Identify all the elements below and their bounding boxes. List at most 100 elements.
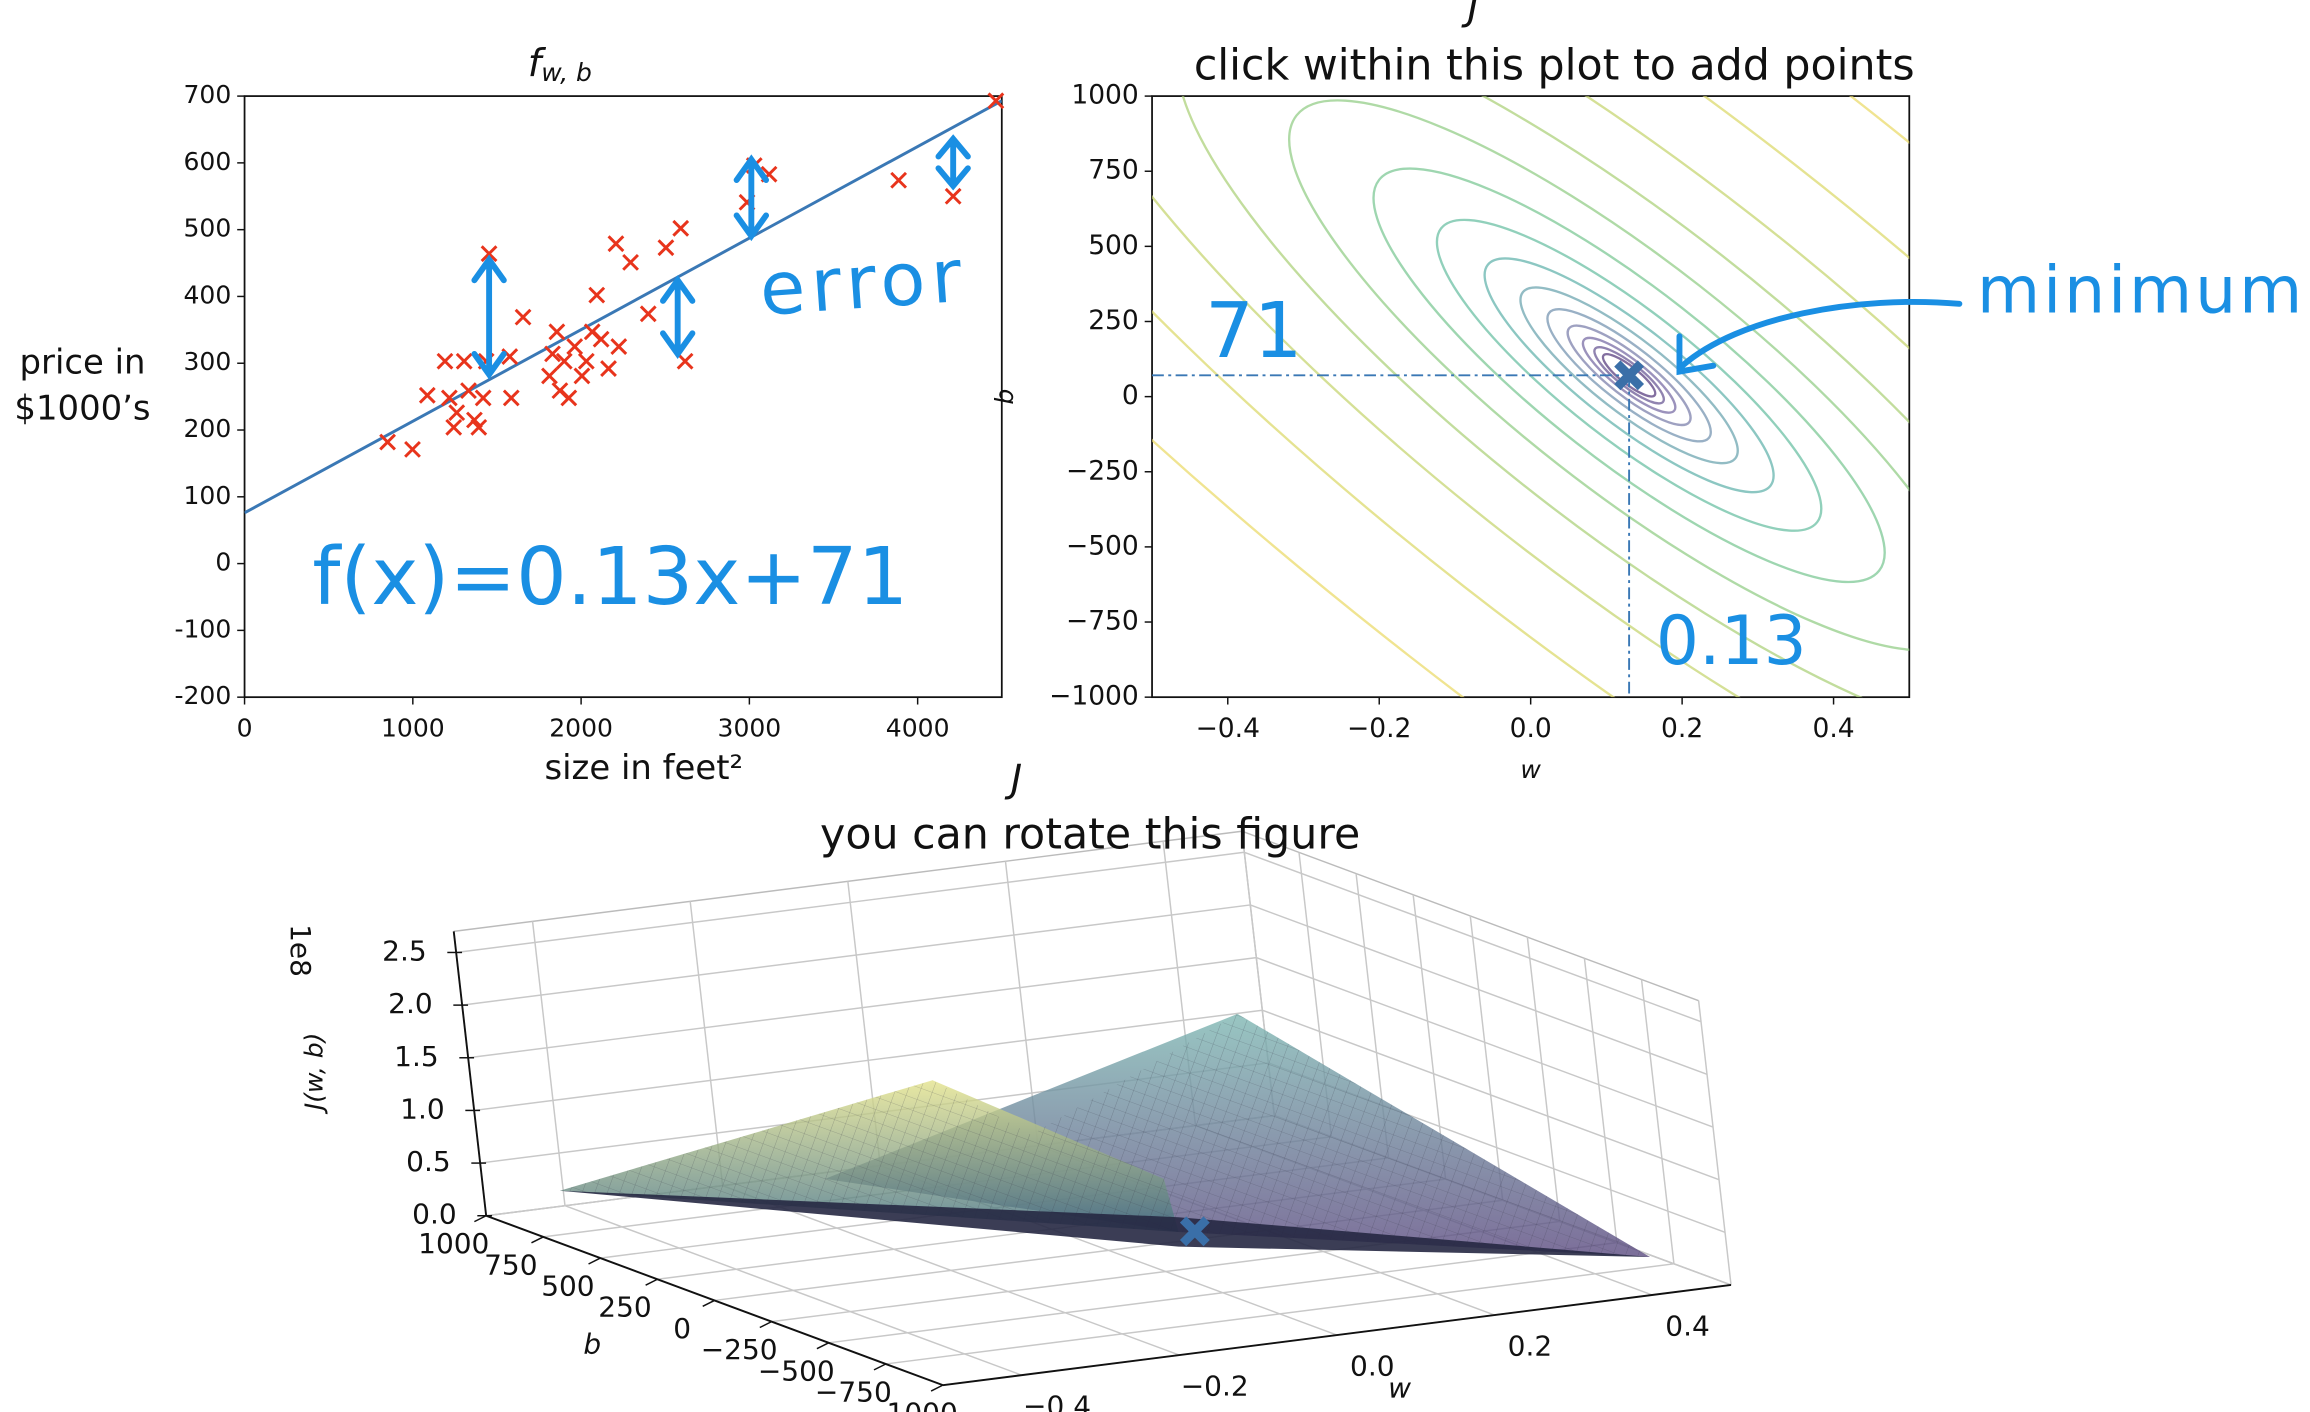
data-point [622,253,639,271]
grid-line [1583,958,1618,1243]
data-point [470,418,488,436]
x-tick-label: −0.4 [1023,1390,1091,1412]
contour-line [1372,167,1886,584]
y-tick [873,1363,887,1371]
y-tick-label: −1000 [1049,681,1139,712]
data-point [573,367,591,385]
surface-dark [559,1190,1650,1257]
grid-line [462,904,1251,1006]
y-tick [531,1236,544,1244]
data-point [657,239,675,257]
surface-mesh [559,1013,1650,1257]
axis-line [942,1284,1732,1387]
contour-line [1435,218,1823,532]
y-tick-label: 750 [484,1248,537,1281]
data-point [592,330,610,348]
grid-line [1262,1009,1720,1181]
y-tick-label: 500 [541,1270,594,1303]
data-point [502,389,520,407]
grid-line [828,1241,1617,1344]
x-tick-label: 0.4 [1665,1309,1710,1342]
z-tick-label: 2.0 [388,987,433,1020]
y-tick-label: 0 [1122,380,1139,411]
data-point [460,382,477,400]
y-tick-label: −250 [701,1333,778,1366]
y-tick-label: -100 [174,614,231,643]
data-point [672,219,690,237]
grid-line [885,1263,1675,1365]
data-point [944,187,962,205]
data-point [890,171,908,189]
x-tick-label: 3000 [718,714,782,743]
chart-title: click within this plot to add points [1194,41,1915,91]
grid-line [468,956,1257,1059]
data-point [987,92,1005,110]
z-tick-label: 0.5 [406,1145,451,1178]
y-tick-label: 500 [184,214,232,243]
grid-line [1412,894,1447,1180]
y-tick-label: -200 [174,681,231,710]
y-tick-label: 300 [184,347,232,376]
y-axis-label: b [990,389,1019,405]
x-tick-label: 0.0 [1350,1349,1395,1382]
data-point [514,308,532,326]
minimum-marker [1614,360,1645,391]
title-subscript: w, b [541,58,592,87]
z-tick-label: 0.0 [412,1198,457,1231]
data-point [676,352,694,370]
contour-line [1288,99,1910,652]
x-tick-label: −0.2 [1347,713,1411,744]
minimum-marker [1179,1216,1210,1247]
contour-line [1152,96,1910,698]
grid-line [1640,979,1675,1264]
grid-line [689,901,724,1186]
grid-line [456,851,1245,954]
grid-line [1256,956,1714,1128]
x-tick-label: −0.2 [1181,1370,1249,1403]
data-point [455,352,473,370]
y-tick-label: −750 [815,1375,892,1408]
annotation: f(x)=0.13x+71 [312,530,908,623]
data-point [544,345,561,363]
y-tick-label: −750 [1066,606,1139,637]
data-point [548,323,566,341]
y-tick-label: −250 [1066,455,1139,486]
contour-line [1566,324,1692,427]
data-point [480,245,498,263]
data-point [566,338,584,355]
annotation: 71 [1205,287,1302,376]
data-point [440,389,458,407]
y-tick [474,1215,487,1223]
data-point [577,352,595,370]
y-tick-label: −500 [758,1354,835,1387]
data-point [474,389,492,407]
z-offset-label: 1e8 [284,924,317,977]
y-axis-label: price in [20,343,146,382]
y-tick [702,1299,715,1307]
grid-line [531,921,566,1206]
y-tick-label: 700 [184,80,232,109]
chart-title: you can rotate this figure [820,810,1360,860]
grid-line [1244,851,1702,1023]
y-axis-label: b [583,1327,601,1360]
grid-line [1697,1000,1732,1286]
contours [1152,96,1910,698]
data-point [541,367,558,385]
plot-frame [243,95,1003,699]
annotation: minimum [1977,254,2305,329]
annotation: error [757,234,970,333]
y-tick-label: 600 [184,147,232,176]
z-tick-label: 2.5 [382,934,427,967]
y-tick [588,1257,601,1265]
data-point [379,433,396,451]
y-tick-label: 500 [1088,230,1139,261]
y-tick-label: 1000 [418,1227,489,1260]
y-tick-label: 1000 [1071,80,1138,111]
error-arrows [471,134,1963,380]
z-axis-label: J(w, b) [299,1033,328,1116]
data-point [610,338,628,355]
data-point [600,360,617,377]
x-tick-label: 0.2 [1508,1329,1553,1362]
x-tick-label: 4000 [886,714,950,743]
data-point [607,235,625,253]
